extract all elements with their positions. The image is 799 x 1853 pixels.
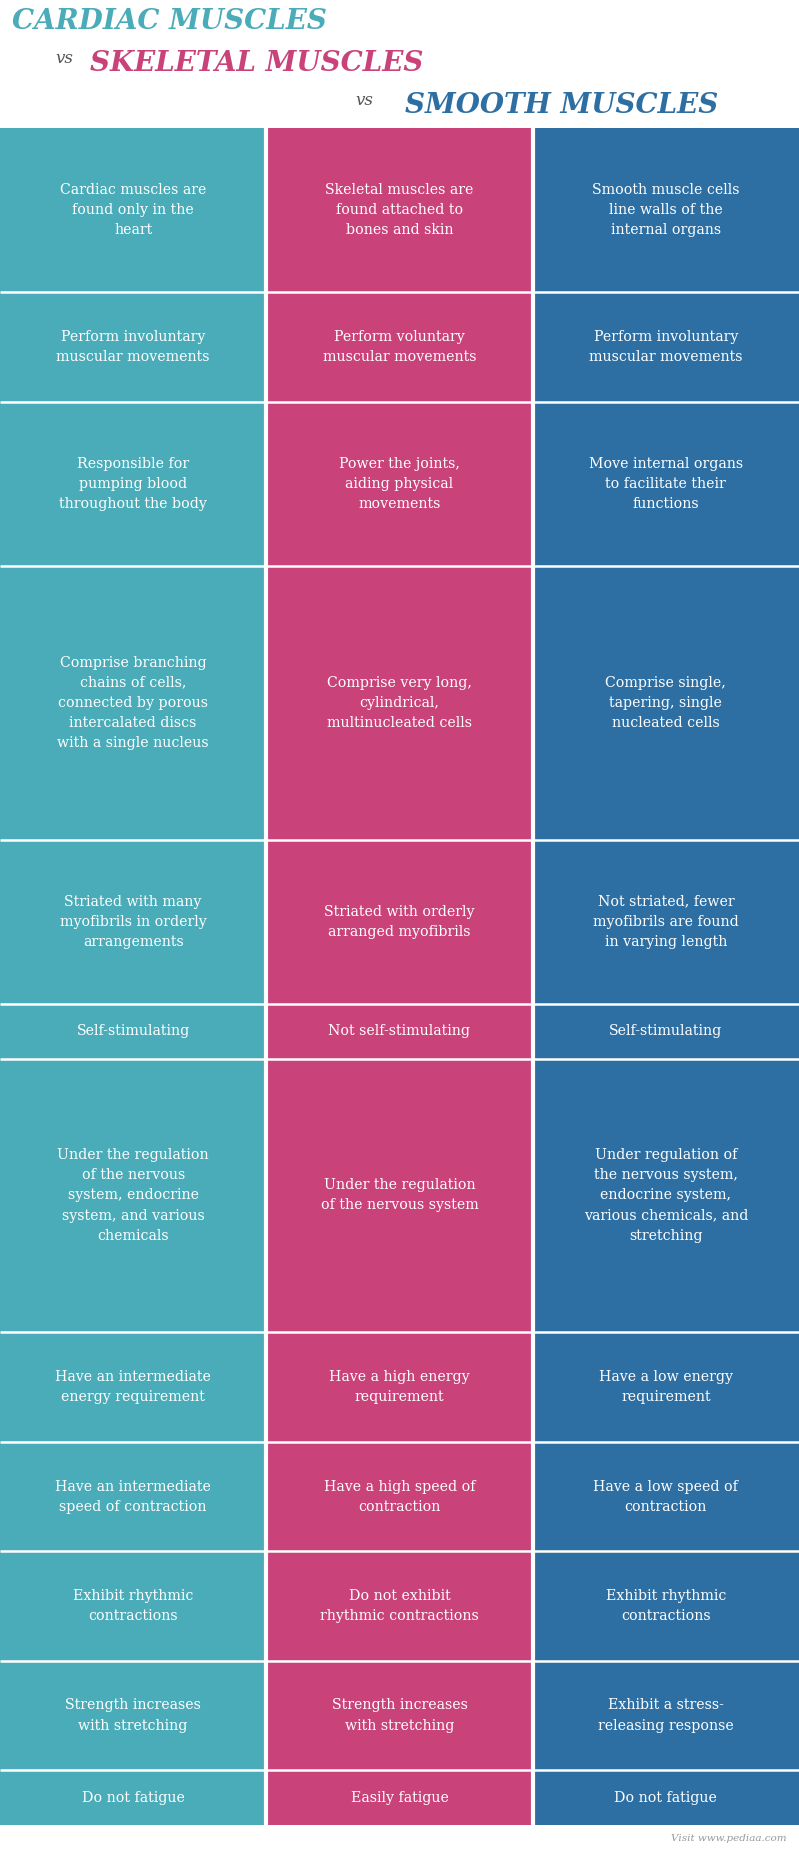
Bar <box>533 565 799 839</box>
Bar <box>0 1058 266 1332</box>
Bar <box>266 1332 533 1442</box>
Text: Striated with many
myofibrils in orderly
arrangements: Striated with many myofibrils in orderly… <box>60 895 207 949</box>
Text: Have a high energy
requirement: Have a high energy requirement <box>329 1369 470 1405</box>
Text: SMOOTH MUSCLES: SMOOTH MUSCLES <box>405 93 718 119</box>
Bar <box>533 402 799 565</box>
Text: Perform involuntary
muscular movements: Perform involuntary muscular movements <box>57 330 210 363</box>
Text: Self-stimulating: Self-stimulating <box>609 1025 722 1038</box>
Bar <box>0 293 266 402</box>
Text: Cardiac muscles are
found only in the
heart: Cardiac muscles are found only in the he… <box>60 183 206 237</box>
Text: Striated with orderly
arranged myofibrils: Striated with orderly arranged myofibril… <box>324 904 475 939</box>
Text: Do not fatigue: Do not fatigue <box>614 1790 718 1805</box>
Bar <box>533 128 799 293</box>
Bar <box>533 839 799 1004</box>
Bar <box>0 1551 266 1660</box>
Text: Perform involuntary
muscular movements: Perform involuntary muscular movements <box>589 330 742 363</box>
Text: Have an intermediate
energy requirement: Have an intermediate energy requirement <box>55 1369 211 1405</box>
Bar <box>266 565 533 839</box>
Text: Have a low energy
requirement: Have a low energy requirement <box>598 1369 733 1405</box>
Bar <box>0 839 266 1004</box>
Text: Easily fatigue: Easily fatigue <box>351 1790 448 1805</box>
Bar <box>533 1058 799 1332</box>
Bar <box>266 1442 533 1551</box>
Text: Exhibit rhythmic
contractions: Exhibit rhythmic contractions <box>73 1590 193 1623</box>
Bar <box>533 1551 799 1660</box>
Text: Exhibit rhythmic
contractions: Exhibit rhythmic contractions <box>606 1590 726 1623</box>
Bar <box>266 1551 533 1660</box>
Text: Not striated, fewer
myofibrils are found
in varying length: Not striated, fewer myofibrils are found… <box>593 895 739 949</box>
Text: Visit www.pediaa.com: Visit www.pediaa.com <box>671 1834 787 1844</box>
Text: Comprise very long,
cylindrical,
multinucleated cells: Comprise very long, cylindrical, multinu… <box>327 676 472 730</box>
Bar <box>533 1332 799 1442</box>
Text: Perform voluntary
muscular movements: Perform voluntary muscular movements <box>323 330 476 363</box>
Bar <box>0 1004 266 1058</box>
Text: Under the regulation
of the nervous
system, endocrine
system, and various
chemic: Under the regulation of the nervous syst… <box>58 1149 209 1243</box>
Bar <box>533 293 799 402</box>
Text: Responsible for
pumping blood
throughout the body: Responsible for pumping blood throughout… <box>59 458 207 511</box>
Bar <box>0 1332 266 1442</box>
Text: Exhibit a stress-
releasing response: Exhibit a stress- releasing response <box>598 1699 733 1733</box>
Text: Do not exhibit
rhythmic contractions: Do not exhibit rhythmic contractions <box>320 1590 479 1623</box>
Bar <box>266 1058 533 1332</box>
Bar <box>533 1442 799 1551</box>
Bar <box>266 402 533 565</box>
Bar <box>266 1004 533 1058</box>
Text: Have an intermediate
speed of contraction: Have an intermediate speed of contractio… <box>55 1479 211 1514</box>
Text: vs: vs <box>55 50 73 67</box>
Bar <box>0 1442 266 1551</box>
Text: Not self-stimulating: Not self-stimulating <box>328 1025 471 1038</box>
Bar <box>0 128 266 293</box>
Text: Skeletal muscles are
found attached to
bones and skin: Skeletal muscles are found attached to b… <box>325 183 474 237</box>
Text: Under regulation of
the nervous system,
endocrine system,
various chemicals, and: Under regulation of the nervous system, … <box>583 1149 748 1243</box>
Text: Power the joints,
aiding physical
movements: Power the joints, aiding physical moveme… <box>339 458 460 511</box>
Bar <box>0 402 266 565</box>
Bar <box>266 293 533 402</box>
Text: Comprise branching
chains of cells,
connected by porous
intercalated discs
with : Comprise branching chains of cells, conn… <box>58 656 209 750</box>
Text: Self-stimulating: Self-stimulating <box>77 1025 190 1038</box>
Bar <box>533 1770 799 1825</box>
Bar <box>266 1660 533 1770</box>
Bar <box>0 1660 266 1770</box>
Text: Have a low speed of
contraction: Have a low speed of contraction <box>594 1479 738 1514</box>
Text: Smooth muscle cells
line walls of the
internal organs: Smooth muscle cells line walls of the in… <box>592 183 740 237</box>
Text: SKELETAL MUSCLES: SKELETAL MUSCLES <box>90 50 423 78</box>
Bar <box>266 1770 533 1825</box>
Bar <box>266 839 533 1004</box>
Text: Strength increases
with stretching: Strength increases with stretching <box>66 1699 201 1733</box>
Text: Move internal organs
to facilitate their
functions: Move internal organs to facilitate their… <box>589 458 743 511</box>
Bar <box>0 565 266 839</box>
Text: CARDIAC MUSCLES: CARDIAC MUSCLES <box>12 7 327 35</box>
Bar <box>533 1004 799 1058</box>
Text: Do not fatigue: Do not fatigue <box>81 1790 185 1805</box>
Bar <box>533 1660 799 1770</box>
Text: Strength increases
with stretching: Strength increases with stretching <box>332 1699 467 1733</box>
Bar <box>0 1770 266 1825</box>
Text: Comprise single,
tapering, single
nucleated cells: Comprise single, tapering, single nuclea… <box>606 676 726 730</box>
Text: Under the regulation
of the nervous system: Under the regulation of the nervous syst… <box>320 1179 479 1212</box>
Text: Have a high speed of
contraction: Have a high speed of contraction <box>324 1479 475 1514</box>
Text: vs: vs <box>355 93 373 109</box>
Bar <box>266 128 533 293</box>
